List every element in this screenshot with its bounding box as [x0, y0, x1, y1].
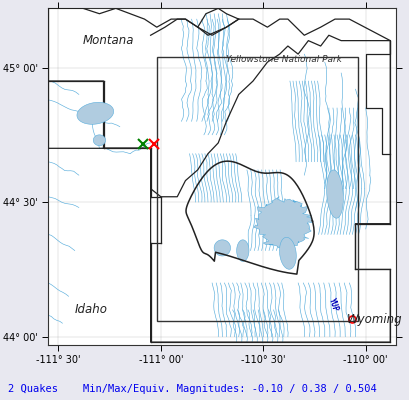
Text: Yellowstone National Park: Yellowstone National Park [225, 55, 341, 64]
Text: 2 Quakes    Min/Max/Equiv. Magnitudes: -0.10 / 0.38 / 0.504: 2 Quakes Min/Max/Equiv. Magnitudes: -0.1… [8, 384, 376, 394]
Polygon shape [77, 102, 113, 124]
Bar [156, 57, 357, 320]
Polygon shape [213, 240, 230, 256]
Text: Idaho: Idaho [75, 303, 108, 316]
Polygon shape [93, 135, 105, 146]
Text: YUP: YUP [327, 296, 339, 312]
Polygon shape [279, 237, 296, 269]
Polygon shape [253, 197, 312, 249]
Polygon shape [326, 170, 342, 218]
Text: Montana: Montana [83, 34, 134, 47]
Text: Wyoming: Wyoming [346, 313, 402, 326]
Polygon shape [236, 240, 248, 261]
